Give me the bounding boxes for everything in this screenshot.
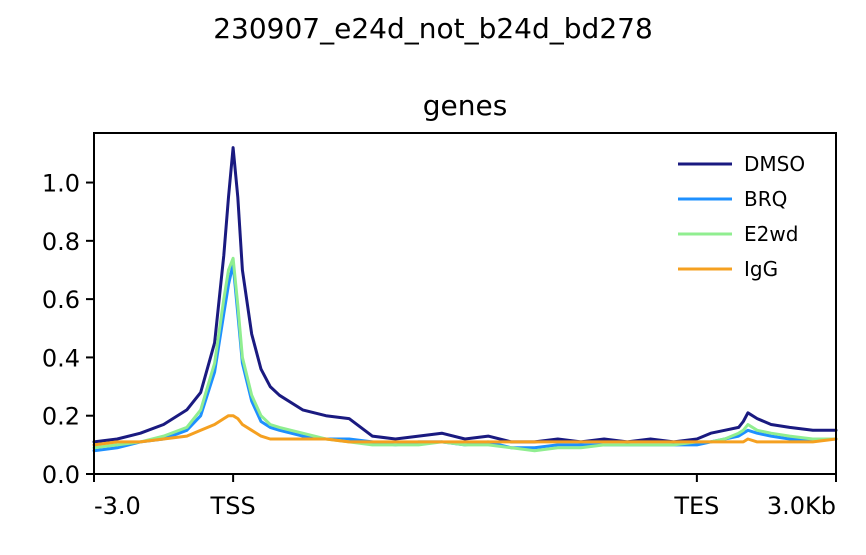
x-tick-label: -3.0 [94, 492, 141, 520]
legend-label-dmso: DMSO [744, 152, 805, 176]
x-axis: -3.0 TSS TES 3.0Kb [93, 474, 837, 520]
x-tick-label: TSS [210, 492, 256, 520]
legend-label-brq: BRQ [744, 187, 787, 211]
figure-suptitle: 230907_e24d_not_b24d_bd278 [213, 12, 653, 45]
y-tick-label: 0.4 [42, 344, 80, 372]
y-tick-label: 0.2 [42, 403, 80, 431]
x-tick-label: TES [673, 492, 719, 520]
y-axis: 0.0 0.2 0.4 0.6 0.8 1.0 [42, 170, 94, 489]
plot-title: genes [423, 89, 508, 122]
x-tick-label: 3.0Kb [767, 492, 836, 520]
series-line-brq [92, 262, 838, 453]
axes-frame [93, 132, 837, 475]
series-line-dmso [92, 146, 838, 444]
legend-label-e2wd: E2wd [744, 222, 798, 246]
legend-label-igg: IgG [744, 257, 778, 281]
legend: DMSO BRQ E2wd IgG [678, 152, 805, 281]
y-tick-label: 0.0 [42, 461, 80, 489]
series-layer [92, 146, 838, 453]
y-tick-label: 1.0 [42, 170, 80, 198]
series-line-igg [92, 414, 838, 447]
y-tick-label: 0.8 [42, 228, 80, 256]
series-line-e2wd [92, 256, 838, 453]
y-tick-label: 0.6 [42, 286, 80, 314]
